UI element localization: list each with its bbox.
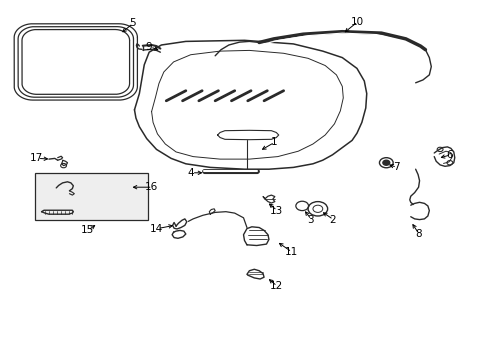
Text: 10: 10 [350, 17, 363, 27]
Text: 3: 3 [306, 215, 313, 225]
Text: 5: 5 [128, 18, 135, 28]
Circle shape [382, 160, 389, 165]
Text: 8: 8 [414, 229, 421, 239]
Text: 6: 6 [446, 150, 452, 160]
Text: 9: 9 [145, 42, 152, 52]
Text: 12: 12 [269, 281, 283, 291]
Text: 1: 1 [270, 137, 277, 147]
Text: 4: 4 [187, 168, 194, 178]
Text: 13: 13 [269, 206, 283, 216]
Text: 11: 11 [284, 247, 297, 257]
Text: 14: 14 [149, 224, 163, 234]
Text: 16: 16 [144, 182, 158, 192]
Text: 2: 2 [328, 215, 335, 225]
FancyBboxPatch shape [35, 173, 147, 220]
Text: 17: 17 [30, 153, 43, 163]
Text: 7: 7 [392, 162, 399, 172]
Text: 15: 15 [80, 225, 94, 235]
